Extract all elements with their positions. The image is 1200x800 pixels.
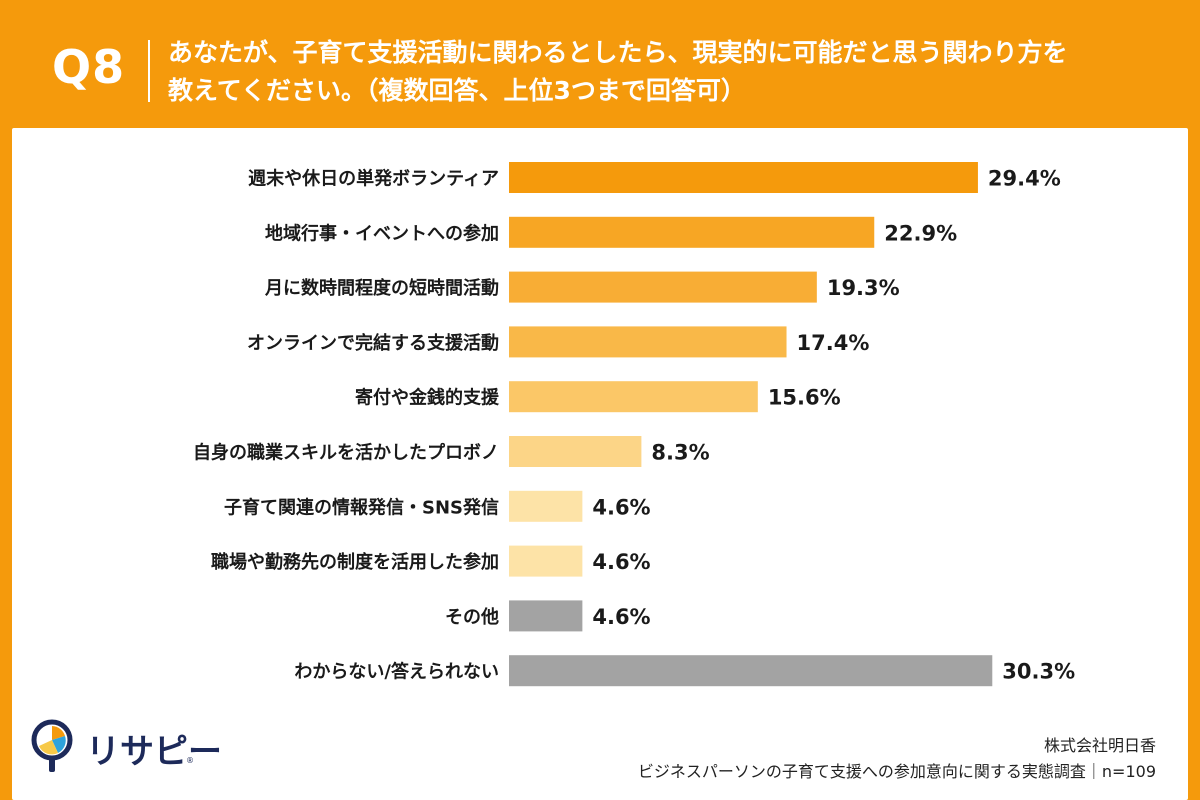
value-label: 29.4%: [988, 167, 1061, 191]
bar: [509, 655, 993, 687]
bar: [509, 162, 978, 193]
category-label: 寄付や金銭的支援: [355, 387, 500, 409]
source-note: 株式会社明日香 ビジネスパーソンの子育て支援への参加意向に関する実態調査｜n=1…: [638, 733, 1156, 785]
value-label: 17.4%: [797, 331, 870, 355]
category-label: 職場や勤務先の制度を活用した参加: [211, 551, 499, 573]
value-label: 4.6%: [592, 605, 650, 629]
bar: [509, 600, 583, 632]
question-text: あなたが、子育て支援活動に関わるとしたら、現実的に可能だと思う関わり方を 教えて…: [168, 34, 1168, 110]
bar: [509, 271, 817, 303]
bar: [509, 216, 875, 248]
question-line-1: あなたが、子育て支援活動に関わるとしたら、現実的に可能だと思う関わり方を: [168, 38, 1068, 67]
brand-name: リサピー: [86, 732, 222, 772]
category-label: 週末や休日の単発ボランティア: [248, 168, 499, 190]
company-name: 株式会社明日香: [1043, 736, 1156, 755]
bar: [509, 436, 642, 467]
header-divider: [148, 40, 150, 102]
value-label: 30.3%: [1002, 660, 1075, 684]
brand-logo: リサピー ®: [28, 716, 228, 776]
value-label: 4.6%: [592, 550, 650, 574]
category-label: 月に数時間程度の短時間活動: [264, 277, 499, 299]
survey-note: ビジネスパーソンの子育て支援への参加意向に関する実態調査｜n=109: [637, 762, 1156, 781]
bar: [509, 490, 583, 522]
question-line-2: 教えてください。（複数回答、上位3つまで回答可）: [168, 76, 746, 105]
value-label: 4.6%: [592, 495, 650, 519]
category-label: 地域行事・イベントへの参加: [265, 222, 499, 244]
category-label: 自身の職業スキルを活かしたプロボノ: [193, 442, 499, 464]
question-number: Q8: [52, 40, 126, 94]
category-label: わからない/答えられない: [294, 661, 499, 683]
bar-chart: 週末や休日の単発ボランティア 29.4% 地域行事・イベントへの参加 22.9% 月に数…: [193, 162, 1075, 687]
chart-panel: 週末や休日の単発ボランティア 29.4% 地域行事・イベントへの参加 22.9% 月に数…: [12, 128, 1188, 800]
category-label: 子育て関連の情報発信・SNS発信: [224, 496, 499, 518]
question-header: Q8 あなたが、子育て支援活動に関わるとしたら、現実的に可能だと思う関わり方を …: [0, 0, 1200, 128]
value-label: 22.9%: [884, 221, 957, 245]
bar: [509, 326, 787, 358]
value-label: 15.6%: [768, 386, 841, 410]
value-label: 19.3%: [827, 276, 900, 300]
bar: [509, 381, 758, 413]
category-label: オンラインで完結する支援活動: [247, 332, 499, 354]
value-label: 8.3%: [651, 441, 709, 465]
category-label: その他: [445, 606, 499, 628]
lens-icon: [31, 719, 73, 772]
registered-mark: ®: [186, 756, 194, 765]
bar: [509, 545, 583, 577]
